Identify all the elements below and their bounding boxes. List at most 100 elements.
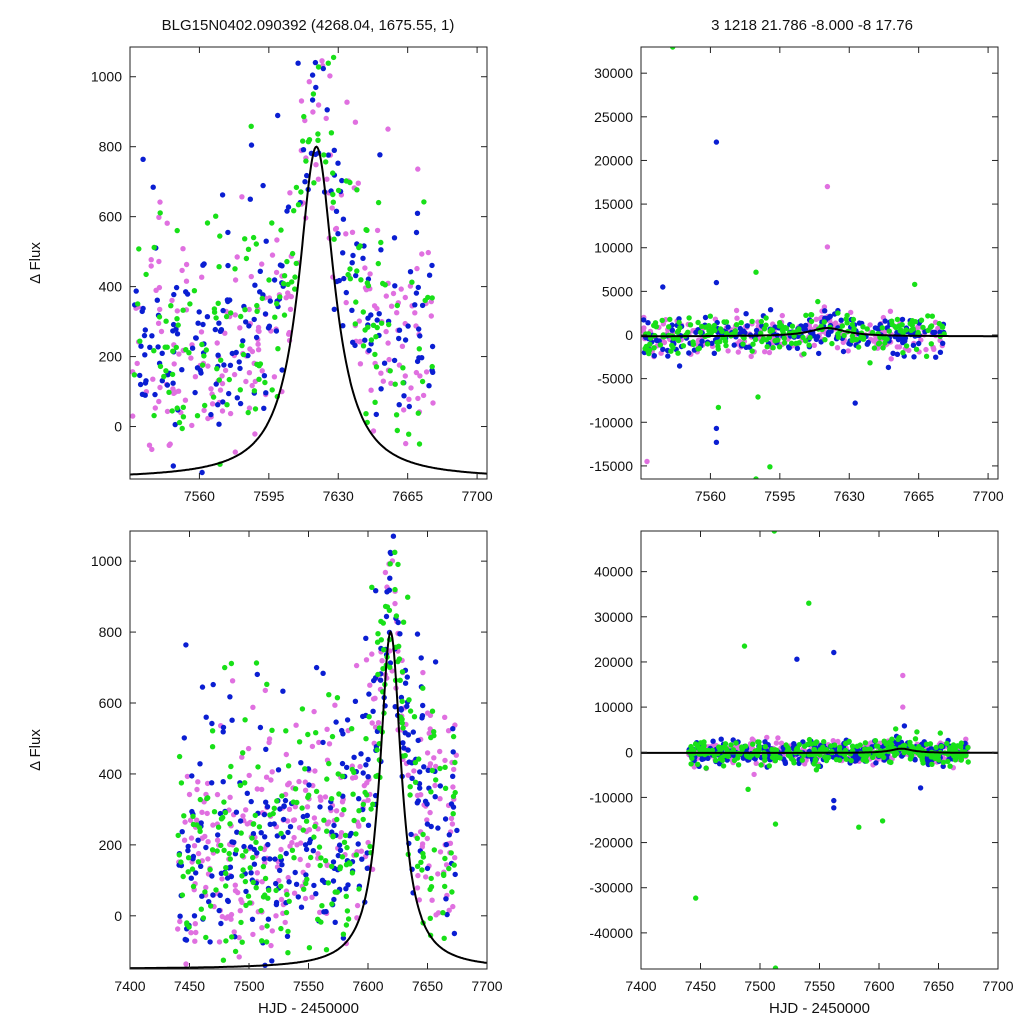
data-point-series-2 bbox=[279, 862, 285, 868]
data-point-series-3 bbox=[392, 549, 398, 555]
data-point-series-1 bbox=[306, 79, 312, 85]
data-point-series-3 bbox=[802, 743, 808, 749]
data-point-series-2 bbox=[414, 631, 421, 637]
data-point-series-3 bbox=[366, 714, 372, 720]
data-points bbox=[686, 531, 971, 969]
data-point-series-1 bbox=[294, 842, 300, 848]
data-point-series-3 bbox=[240, 351, 247, 358]
data-point-series-3 bbox=[958, 740, 965, 746]
data-point-series-3 bbox=[245, 409, 251, 416]
data-point-series-2 bbox=[199, 684, 206, 690]
data-point-series-1 bbox=[130, 413, 136, 419]
data-point-series-3 bbox=[237, 387, 243, 393]
outlier-point bbox=[715, 404, 722, 411]
data-point-series-1 bbox=[352, 119, 359, 125]
data-point-series-2 bbox=[398, 706, 404, 712]
data-point-series-3 bbox=[399, 720, 405, 726]
data-point-series-3 bbox=[908, 752, 915, 758]
data-point-series-1 bbox=[243, 378, 249, 385]
data-point-series-3 bbox=[759, 338, 765, 345]
data-point-series-1 bbox=[274, 237, 280, 243]
data-point-series-2 bbox=[206, 899, 212, 905]
data-point-series-1 bbox=[419, 251, 425, 257]
data-point-series-2 bbox=[429, 343, 436, 350]
y-tick-label: 20000 bbox=[594, 654, 633, 670]
data-point-series-2 bbox=[225, 262, 231, 269]
data-point-series-2 bbox=[335, 231, 341, 237]
outlier-point bbox=[660, 284, 666, 290]
data-point-series-3 bbox=[289, 250, 296, 257]
data-point-series-3 bbox=[313, 730, 319, 736]
data-point-series-3 bbox=[657, 342, 664, 348]
data-point-series-1 bbox=[176, 351, 182, 357]
data-point-series-3 bbox=[315, 64, 322, 70]
data-point-series-3 bbox=[216, 377, 222, 383]
data-point-series-3 bbox=[292, 274, 298, 280]
data-point-series-3 bbox=[756, 743, 763, 750]
data-point-series-2 bbox=[303, 846, 310, 853]
y-tick-label: 1000 bbox=[91, 69, 122, 85]
data-point-series-1 bbox=[382, 569, 389, 576]
data-point-series-3 bbox=[835, 310, 841, 316]
data-point-series-3 bbox=[266, 887, 272, 893]
data-point-series-2 bbox=[391, 235, 398, 241]
data-point-series-3 bbox=[441, 872, 447, 879]
data-point-series-3 bbox=[176, 419, 183, 426]
data-point-series-3 bbox=[871, 345, 878, 351]
data-point-series-2 bbox=[188, 875, 194, 881]
data-point-series-2 bbox=[902, 335, 909, 341]
data-point-series-2 bbox=[352, 342, 358, 349]
data-point-series-1 bbox=[259, 925, 265, 931]
data-point-series-2 bbox=[303, 872, 309, 878]
outlier-point bbox=[693, 895, 699, 901]
data-point-series-2 bbox=[265, 916, 272, 922]
y-tick-label: -5000 bbox=[597, 371, 633, 387]
data-point-series-3 bbox=[821, 739, 827, 745]
data-point-series-2 bbox=[295, 894, 301, 900]
data-point-series-2 bbox=[432, 794, 438, 800]
data-point-series-3 bbox=[849, 321, 856, 328]
data-point-series-1 bbox=[368, 387, 374, 393]
data-point-series-2 bbox=[853, 754, 860, 760]
data-point-series-3 bbox=[414, 835, 420, 841]
data-point-series-2 bbox=[170, 321, 177, 328]
x-tick-label: 7665 bbox=[392, 488, 423, 504]
data-point-series-2 bbox=[330, 859, 337, 865]
data-point-series-3 bbox=[429, 363, 435, 370]
data-point-series-3 bbox=[951, 753, 957, 759]
data-point-series-3 bbox=[135, 301, 141, 307]
data-point-series-3 bbox=[253, 660, 260, 666]
data-point-series-3 bbox=[280, 280, 287, 287]
data-point-series-3 bbox=[330, 54, 337, 61]
data-point-series-1 bbox=[269, 769, 275, 775]
data-point-series-3 bbox=[199, 362, 206, 368]
data-point-series-3 bbox=[304, 876, 310, 882]
data-point-series-2 bbox=[396, 335, 402, 342]
data-point-series-3 bbox=[273, 887, 279, 894]
data-point-series-3 bbox=[364, 227, 370, 233]
data-point-series-3 bbox=[191, 288, 198, 294]
data-point-series-3 bbox=[889, 321, 895, 328]
data-point-series-3 bbox=[201, 353, 207, 359]
data-point-series-3 bbox=[407, 708, 414, 714]
data-point-series-3 bbox=[923, 353, 930, 359]
data-point-series-3 bbox=[324, 828, 330, 834]
y-tick-label: 30000 bbox=[594, 65, 633, 81]
data-point-series-2 bbox=[220, 399, 226, 405]
data-point-series-1 bbox=[169, 297, 175, 304]
x-tick-label: 7700 bbox=[973, 488, 1004, 504]
data-point-series-3 bbox=[347, 179, 353, 186]
data-point-series-3 bbox=[373, 364, 380, 370]
data-point-series-1 bbox=[316, 739, 322, 746]
data-point-series-1 bbox=[302, 787, 309, 793]
data-point-series-2 bbox=[406, 403, 412, 410]
data-point-series-3 bbox=[316, 844, 323, 850]
data-point-series-2 bbox=[693, 329, 699, 336]
data-point-series-2 bbox=[193, 335, 199, 341]
data-point-series-1 bbox=[254, 786, 260, 792]
data-point-series-3 bbox=[328, 796, 335, 802]
data-point-series-2 bbox=[744, 323, 750, 329]
data-point-series-3 bbox=[701, 739, 707, 745]
data-point-series-3 bbox=[723, 746, 729, 752]
data-point-series-3 bbox=[281, 312, 288, 318]
